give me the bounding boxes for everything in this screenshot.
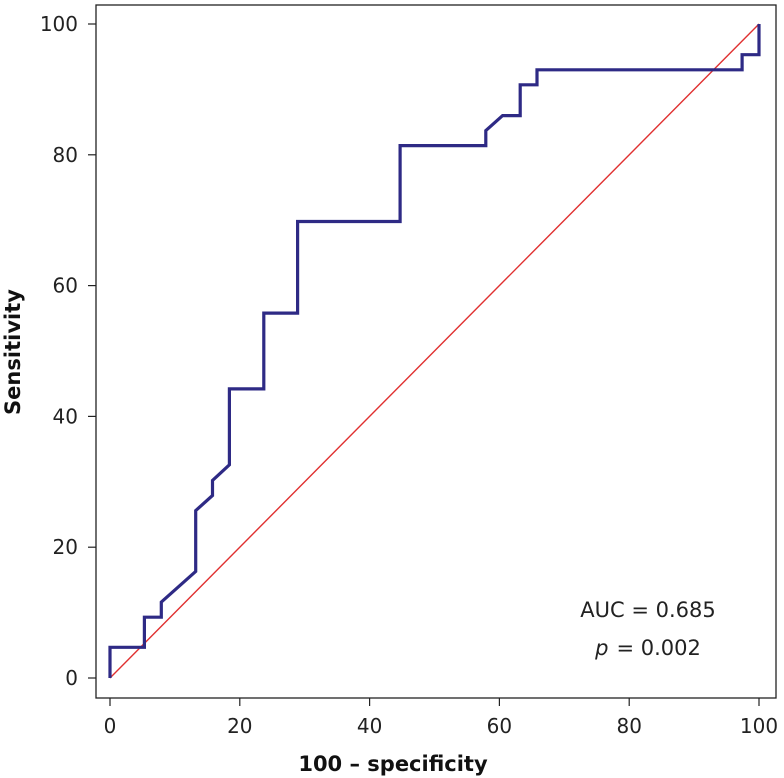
p-value-annotation: p = 0.002: [594, 636, 701, 660]
y-tick-label: 60: [53, 274, 78, 298]
y-tick-label: 40: [53, 404, 78, 428]
x-tick-label: 0: [104, 714, 117, 738]
plot-frame: [95, 4, 777, 699]
x-tick-label: 60: [487, 714, 512, 738]
y-tick-label: 100: [40, 12, 78, 36]
p-symbol: p: [594, 636, 608, 660]
p-value: = 0.002: [616, 636, 700, 660]
y-tick-label: 80: [53, 143, 78, 167]
reference-line: [109, 23, 760, 679]
x-tick-label: 80: [616, 714, 641, 738]
roc-curve-line: [108, 24, 761, 678]
x-tick-label: 20: [227, 714, 252, 738]
auc-annotation: AUC = 0.685: [580, 598, 715, 622]
x-axis-title: 100 – specificity: [298, 752, 488, 776]
y-tick-label: 20: [53, 535, 78, 559]
axis-ticks: [88, 23, 760, 706]
y-axis-title: Sensitivity: [1, 289, 25, 415]
x-tick-label: 40: [357, 714, 382, 738]
tick-labels: 0 20 40 60 80 100 0 20 40 60 80 100: [40, 12, 778, 738]
y-tick-label: 0: [65, 666, 78, 690]
x-tick-label: 100: [740, 714, 778, 738]
